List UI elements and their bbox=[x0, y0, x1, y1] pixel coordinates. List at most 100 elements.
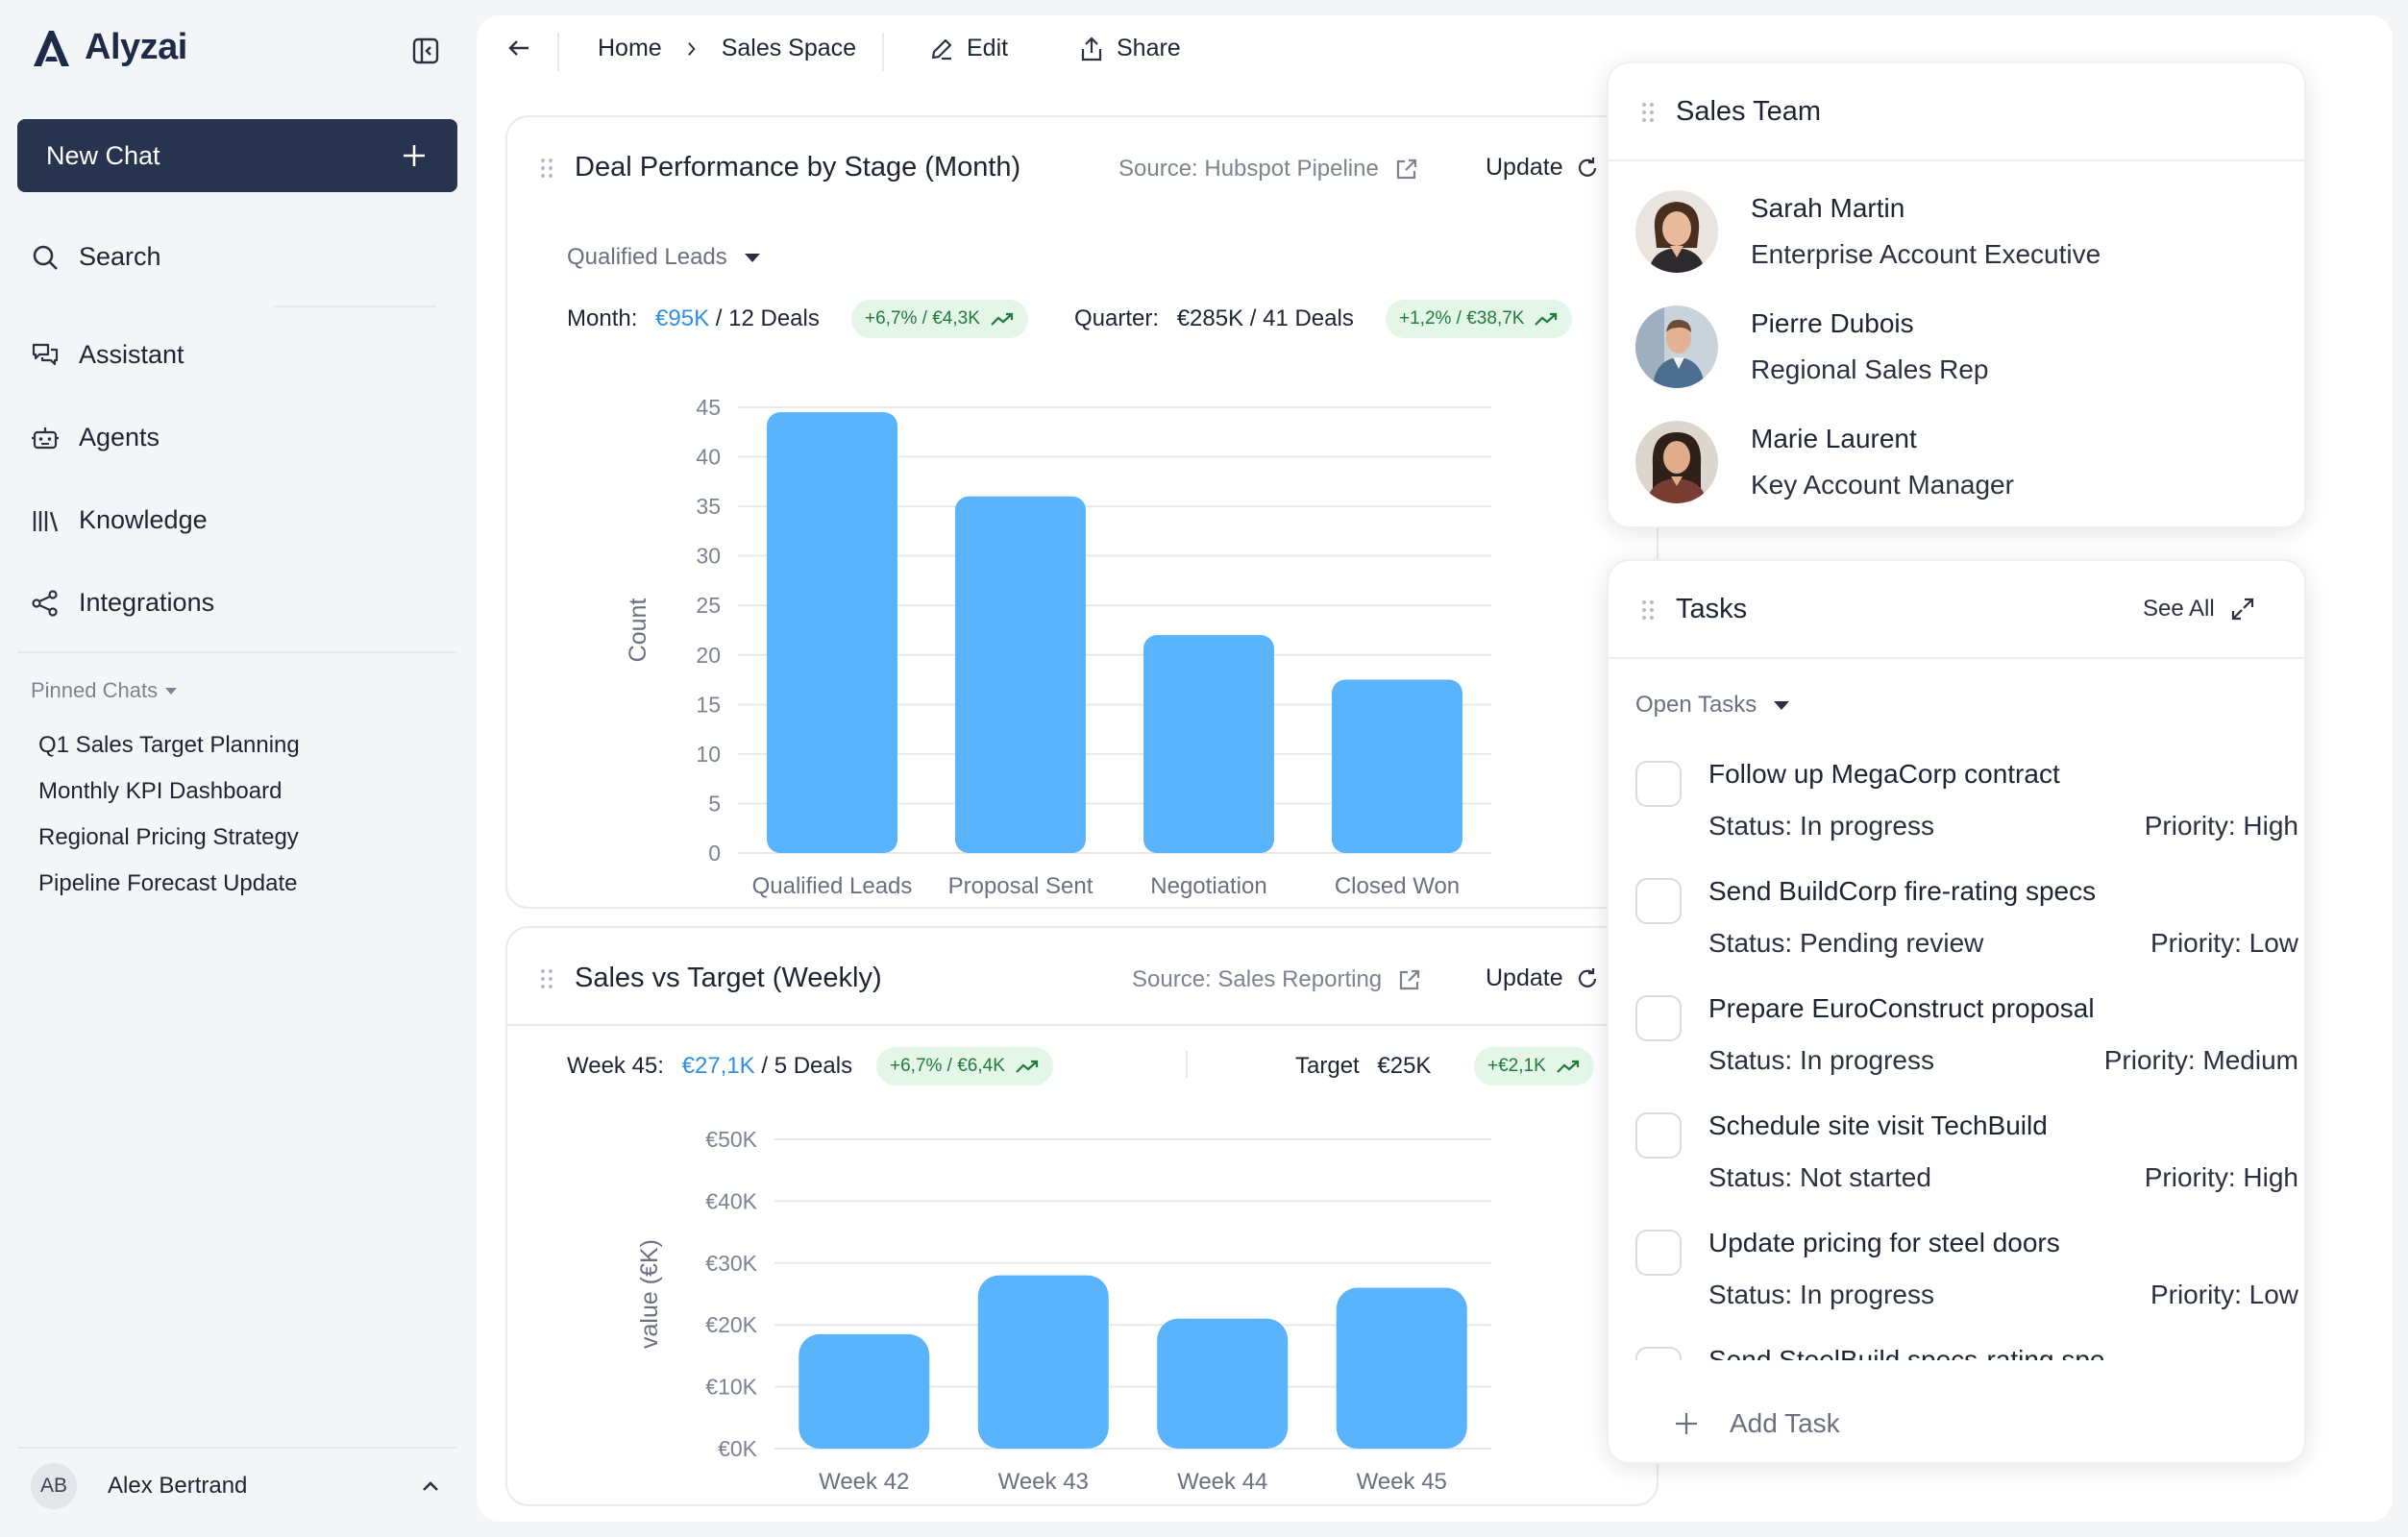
task-item: Send BuildCorp fire-rating specs Status:… bbox=[1635, 876, 2298, 972]
sidebar-item-knowledge[interactable]: Knowledge bbox=[31, 505, 208, 535]
drag-handle-icon[interactable] bbox=[1641, 599, 1655, 621]
drag-handle-icon[interactable] bbox=[540, 158, 553, 179]
share-nodes-icon bbox=[32, 589, 58, 617]
back-button[interactable] bbox=[505, 35, 532, 61]
team-member[interactable]: Sarah Martin Enterprise Account Executiv… bbox=[1635, 190, 2101, 273]
sidebar-item-agents[interactable]: Agents bbox=[31, 423, 160, 452]
task-title[interactable]: Follow up MegaCorp contract bbox=[1708, 759, 2060, 789]
team-member[interactable]: Marie Laurent Key Account Manager bbox=[1635, 421, 2014, 503]
avatar: AB bbox=[31, 1463, 77, 1509]
badge-text: +1,2% / €38,7K bbox=[1399, 308, 1525, 329]
avatar bbox=[1635, 190, 1718, 273]
month-label: Month: bbox=[567, 305, 638, 331]
task-title[interactable]: Send BuildCorp fire-rating specs bbox=[1708, 876, 2097, 906]
caret-down-icon bbox=[165, 687, 178, 695]
target-metric: Target €25K bbox=[1295, 1053, 1431, 1080]
y-tick-label: €40K bbox=[705, 1188, 757, 1213]
task-item: Update pricing for steel doors Status: I… bbox=[1635, 1228, 2298, 1324]
task-title[interactable]: Update pricing for steel doors bbox=[1708, 1228, 2060, 1257]
task-checkbox[interactable] bbox=[1635, 1230, 1682, 1276]
new-chat-button[interactable]: New Chat bbox=[17, 119, 457, 192]
bar[interactable] bbox=[767, 412, 897, 853]
task-status: Status: In progress bbox=[1708, 1045, 1935, 1075]
y-tick-label: €0K bbox=[718, 1436, 758, 1461]
app-logo[interactable]: Alyzai bbox=[31, 27, 187, 68]
external-link-icon bbox=[1400, 969, 1420, 990]
deal-performance-card: Deal Performance by Stage (Month) Source… bbox=[505, 115, 1659, 909]
x-tick-label: Week 44 bbox=[1177, 1469, 1267, 1495]
add-task-label: Add Task bbox=[1730, 1408, 1840, 1438]
task-checkbox[interactable] bbox=[1635, 878, 1682, 924]
week-change-badge: +6,7% / €6,4K bbox=[876, 1047, 1053, 1086]
sidebar-item-integrations[interactable]: Integrations bbox=[31, 588, 214, 618]
drag-handle-icon[interactable] bbox=[540, 968, 553, 989]
bar[interactable] bbox=[1336, 1287, 1467, 1449]
x-tick-label: Proposal Sent bbox=[948, 873, 1093, 899]
user-menu[interactable]: AB Alex Bertrand bbox=[31, 1462, 442, 1510]
task-filter-dropdown[interactable]: Open Tasks bbox=[1635, 692, 1790, 719]
trend-up-icon bbox=[1556, 1060, 1579, 1073]
add-task-button[interactable]: Add Task bbox=[1674, 1408, 1840, 1439]
y-tick-label: €50K bbox=[705, 1127, 757, 1152]
sidebar-item-assistant[interactable]: Assistant bbox=[31, 340, 184, 370]
alyzai-logo-icon bbox=[34, 30, 69, 66]
update-button[interactable]: Update bbox=[1486, 154, 1600, 182]
sidebar-collapse-icon[interactable] bbox=[411, 37, 440, 65]
pinned-chat-item[interactable]: Regional Pricing Strategy bbox=[38, 824, 299, 850]
y-axis-label: Count bbox=[625, 598, 651, 663]
bar[interactable] bbox=[1143, 635, 1274, 853]
quarter-metric: Quarter: €285K / 41 Deals bbox=[1074, 305, 1354, 332]
pinned-chat-item[interactable]: Q1 Sales Target Planning bbox=[38, 732, 300, 758]
chat-bubbles-icon bbox=[32, 343, 59, 365]
plus-icon bbox=[404, 145, 425, 166]
bar[interactable] bbox=[1157, 1318, 1289, 1449]
task-title[interactable]: Prepare EuroConstruct proposal bbox=[1708, 993, 2095, 1023]
see-all-button[interactable]: See All bbox=[2143, 596, 2255, 622]
stage-filter-dropdown[interactable]: Qualified Leads bbox=[567, 244, 760, 271]
task-checkbox[interactable] bbox=[1635, 995, 1682, 1041]
deal-stage-bar-chart: 0 5 10 15 20 25 30 35 40 45 Qualified Leads Proposa… bbox=[625, 395, 1491, 899]
library-icon bbox=[33, 510, 59, 531]
user-name: Alex Bertrand bbox=[108, 1473, 248, 1499]
quarter-change-badge: +1,2% / €38,7K bbox=[1386, 300, 1573, 338]
chevron-right-icon bbox=[687, 41, 696, 56]
bar[interactable] bbox=[1332, 679, 1462, 853]
trend-up-icon bbox=[991, 312, 1014, 326]
pinned-chats-toggle[interactable]: Pinned Chats bbox=[31, 678, 178, 703]
bar[interactable] bbox=[955, 496, 1086, 853]
breadcrumb-current[interactable]: Sales Space bbox=[721, 35, 857, 61]
panel-divider bbox=[1609, 159, 2304, 161]
update-label: Update bbox=[1486, 964, 1563, 991]
bar[interactable] bbox=[977, 1275, 1109, 1449]
metric-divider bbox=[1186, 1051, 1188, 1078]
task-checkbox[interactable] bbox=[1635, 1112, 1682, 1159]
avatar bbox=[1635, 421, 1718, 503]
quarter-label: Quarter: bbox=[1074, 305, 1160, 331]
x-tick-label: Negotiation bbox=[1150, 873, 1266, 899]
card-title: Deal Performance by Stage (Month) bbox=[575, 152, 1021, 183]
pinned-chat-item[interactable]: Pipeline Forecast Update bbox=[38, 870, 298, 896]
breadcrumb-home[interactable]: Home bbox=[598, 35, 662, 61]
drag-handle-icon[interactable] bbox=[1641, 102, 1655, 123]
x-tick-label: Week 45 bbox=[1357, 1469, 1447, 1495]
source-link[interactable]: Source: Sales Reporting bbox=[1132, 966, 1422, 993]
search-label: Search bbox=[79, 242, 161, 271]
member-role: Key Account Manager bbox=[1751, 470, 2014, 500]
breadcrumb: Home Sales Space bbox=[598, 35, 856, 62]
y-tick-label: 20 bbox=[696, 643, 721, 668]
team-member[interactable]: Pierre Dubois Regional Sales Rep bbox=[1635, 305, 1989, 388]
edit-button[interactable]: Edit bbox=[928, 35, 1008, 62]
external-link-icon bbox=[1396, 159, 1416, 180]
search-button[interactable]: Search bbox=[31, 242, 161, 272]
share-button[interactable]: Share bbox=[1078, 35, 1181, 62]
expand-icon bbox=[2231, 598, 2253, 621]
member-name: Marie Laurent bbox=[1751, 424, 1917, 453]
pinned-chat-item[interactable]: Monthly KPI Dashboard bbox=[38, 778, 283, 804]
task-checkbox[interactable] bbox=[1635, 761, 1682, 807]
bar[interactable] bbox=[799, 1333, 930, 1449]
task-title[interactable]: Schedule site visit TechBuild bbox=[1708, 1110, 2048, 1140]
source-link[interactable]: Source: Hubspot Pipeline bbox=[1118, 156, 1419, 183]
sidebar-item-label: Knowledge bbox=[79, 505, 208, 534]
update-button[interactable]: Update bbox=[1486, 964, 1600, 992]
sidebar: Alyzai New Chat Search Assistant bbox=[0, 0, 473, 1537]
